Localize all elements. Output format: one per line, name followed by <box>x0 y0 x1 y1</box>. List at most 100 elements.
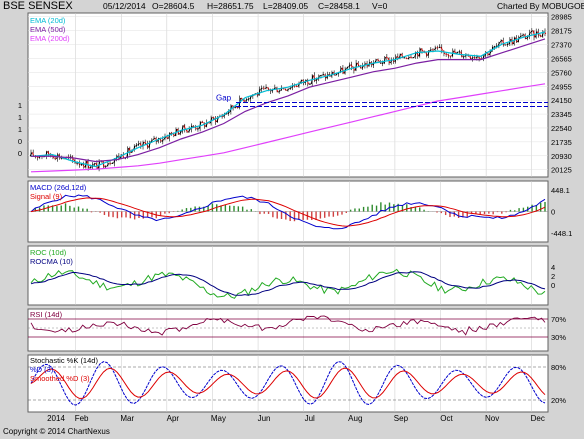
candle-body-219 <box>510 39 514 45</box>
high-label: H=28651.75 <box>207 1 254 11</box>
candle-body-97 <box>242 99 246 102</box>
price-y-tick-6: 24150 <box>551 96 572 105</box>
stoch-legend-0: Stochastic %K (14d) <box>30 356 98 365</box>
x-tick-dec: Dec <box>531 414 545 423</box>
ema-line-1 <box>31 38 546 163</box>
candle-body-29 <box>93 162 96 165</box>
candle-body-190 <box>447 53 450 57</box>
candle-body-48 <box>135 144 138 147</box>
volume-label: V=0 <box>372 1 388 11</box>
macd-y-tick-0: 448.1 <box>551 186 570 195</box>
price-left-tick-0: 1 <box>18 101 22 110</box>
candle-body-76 <box>196 128 199 130</box>
candle-body-24 <box>82 164 85 168</box>
candle-body-72 <box>187 129 191 133</box>
stoch-y-tick-0: 80% <box>551 363 566 372</box>
stoch-y-tick-1: 20% <box>551 396 566 405</box>
candle-body-83 <box>212 116 215 119</box>
panel-roc <box>27 245 549 306</box>
price-y-tick-11: 20125 <box>551 166 572 175</box>
candle-body-211 <box>493 45 496 48</box>
x-tick-2014: 2014 <box>47 414 65 423</box>
price-left-tick-3: 0 <box>18 137 22 146</box>
candle-body-167 <box>396 56 399 59</box>
candle-body-203 <box>475 56 479 59</box>
candle-body-78 <box>201 121 204 124</box>
x-tick-feb: Feb <box>75 414 89 423</box>
candle-body-0 <box>29 152 33 157</box>
macd-line <box>30 194 546 230</box>
x-tick-nov: Nov <box>485 414 499 423</box>
candle-body-215 <box>501 40 505 46</box>
candle-body-173 <box>409 56 413 59</box>
copyright: Copyright © 2014 ChartNexus <box>3 427 110 436</box>
candle-body-35 <box>106 163 110 167</box>
candle-body-228 <box>530 30 533 33</box>
macd-y-tick-1: 0 <box>551 208 555 217</box>
x-tick-may: May <box>211 414 226 423</box>
candle-body-186 <box>438 46 441 49</box>
price-y-tick-10: 20930 <box>551 152 572 161</box>
symbol-title: BSE SENSEX <box>3 0 73 12</box>
candle-body-214 <box>499 39 503 43</box>
candle-body-161 <box>383 56 386 64</box>
open-label: O=28604.5 <box>152 1 195 11</box>
candle-body-222 <box>517 36 520 43</box>
low-label: L=28409.05 <box>263 1 309 11</box>
price-y-tick-1: 28175 <box>551 27 572 36</box>
candle-body-145 <box>348 64 351 68</box>
candle-body-178 <box>420 48 424 52</box>
candle-body-105 <box>260 87 263 90</box>
candle-body-22 <box>78 162 81 166</box>
panel-stochastic <box>27 354 549 413</box>
candle-body-93 <box>234 106 237 109</box>
rsi-line <box>30 315 546 336</box>
panel-rsi <box>27 308 549 352</box>
gap-annotation: Gap <box>216 93 232 102</box>
price-left-tick-4: 0 <box>18 149 22 158</box>
candle-body-111 <box>273 87 276 90</box>
price-y-tick-8: 22540 <box>551 124 572 133</box>
candle-body-202 <box>473 56 476 59</box>
candle-body-55 <box>150 139 154 143</box>
rsi-legend-0: RSI (14d) <box>30 310 63 319</box>
candle-body-187 <box>440 46 444 51</box>
candle-body-133 <box>322 73 325 76</box>
rsi-y-tick-1: 30% <box>551 333 566 342</box>
candle-body-197 <box>462 55 465 58</box>
candle-body-98 <box>245 99 248 102</box>
price-left-tick-2: 1 <box>18 125 22 134</box>
candle-body-162 <box>385 56 388 59</box>
candle-body-144 <box>346 66 349 69</box>
rsi-y-tick-0: 70% <box>551 315 566 324</box>
roc-line <box>30 268 546 299</box>
candle-body-107 <box>264 86 268 89</box>
price-legend-2: EMA (200d) <box>30 34 70 43</box>
x-tick-aug: Aug <box>348 414 362 423</box>
candle-body-232 <box>539 34 542 37</box>
candle-body-201 <box>471 57 474 60</box>
price-left-tick-1: 1 <box>18 113 22 122</box>
candle-body-94 <box>236 106 239 109</box>
signal-line <box>30 197 546 227</box>
x-tick-mar: Mar <box>120 414 134 423</box>
candle-body-33 <box>102 161 105 168</box>
price-y-tick-2: 27370 <box>551 41 572 50</box>
price-y-tick-7: 23345 <box>551 110 572 119</box>
candle-body-34 <box>104 165 107 168</box>
candle-body-63 <box>168 132 171 139</box>
credit-label: Charted By MOBUGOBU <box>497 1 584 11</box>
candle-body-213 <box>497 42 501 47</box>
roc-legend-0: ROC (10d) <box>30 248 67 257</box>
candle-body-71 <box>185 129 189 133</box>
x-tick-jun: Jun <box>258 414 271 423</box>
macd-legend-1: Signal (9) <box>30 192 63 201</box>
roc-y-tick-2: 0 <box>551 281 555 290</box>
stoch-legend-2: Smoothed %D (3) <box>30 374 90 383</box>
candle-body-157 <box>374 59 378 63</box>
candle-body-172 <box>407 56 410 60</box>
stoch-legend-1: %D (3) <box>30 365 54 374</box>
candle-body-104 <box>258 88 261 96</box>
